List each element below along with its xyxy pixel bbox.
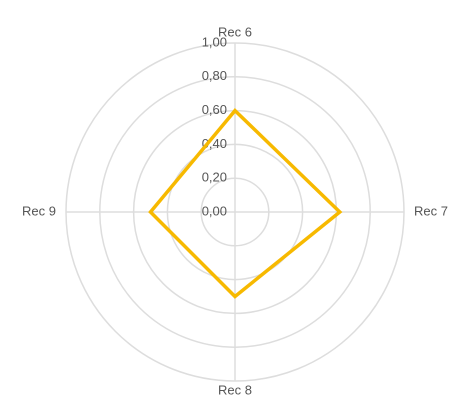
category-label: Rec 7 xyxy=(414,203,448,218)
tick-label: 0,60 xyxy=(202,102,227,117)
category-label: Rec 9 xyxy=(22,203,56,218)
tick-label: 0,80 xyxy=(202,68,227,83)
tick-label: 0,00 xyxy=(202,203,227,218)
category-label: Rec 6 xyxy=(218,24,252,39)
series-line xyxy=(148,108,343,299)
tick-label: 1,00 xyxy=(202,34,227,49)
category-label: Rec 8 xyxy=(218,382,252,397)
tick-label: 0,20 xyxy=(202,170,227,185)
tick-label: 0,40 xyxy=(202,136,227,151)
